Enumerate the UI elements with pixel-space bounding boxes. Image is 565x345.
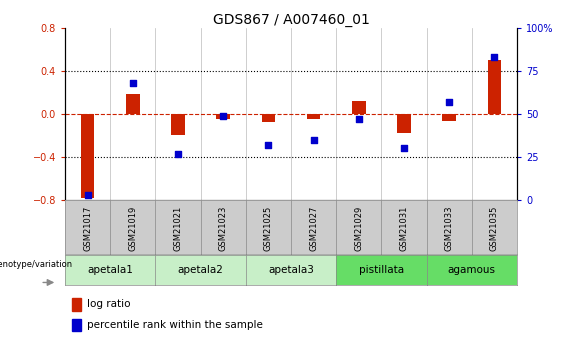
Bar [488,60,501,114]
Point [445,99,454,105]
Text: apetala1: apetala1 [87,265,133,275]
Bar [262,114,275,122]
Text: GSM21019: GSM21019 [128,205,137,251]
Point [309,137,318,142]
Text: apetala3: apetala3 [268,265,314,275]
Text: GSM21033: GSM21033 [445,205,454,251]
Point [83,192,92,198]
Text: GSM21025: GSM21025 [264,205,273,251]
Text: GSM21029: GSM21029 [354,205,363,251]
Bar [442,114,456,121]
Text: agamous: agamous [448,265,496,275]
Bar [307,114,320,119]
Title: GDS867 / A007460_01: GDS867 / A007460_01 [212,12,370,27]
Text: GSM21027: GSM21027 [309,205,318,251]
Point [490,54,499,60]
Bar [352,101,366,114]
Bar [81,114,94,198]
Bar [126,95,140,114]
Bar [72,298,81,310]
Text: apetala2: apetala2 [177,265,224,275]
Bar [397,114,411,133]
Text: GSM21035: GSM21035 [490,205,499,251]
Point [264,142,273,148]
Text: GSM21031: GSM21031 [399,205,408,251]
Point [219,113,228,118]
Point [399,146,408,151]
Point [354,116,363,122]
Text: pistillata: pistillata [359,265,404,275]
Point [128,80,137,86]
Bar [216,114,230,119]
Text: GSM21017: GSM21017 [83,205,92,251]
Text: percentile rank within the sample: percentile rank within the sample [87,320,263,330]
Text: GSM21021: GSM21021 [173,205,182,251]
Bar [72,319,81,331]
Text: GSM21023: GSM21023 [219,205,228,251]
Text: genotype/variation: genotype/variation [0,260,72,269]
Bar [171,114,185,136]
Point [173,151,182,156]
Text: log ratio: log ratio [87,299,131,309]
